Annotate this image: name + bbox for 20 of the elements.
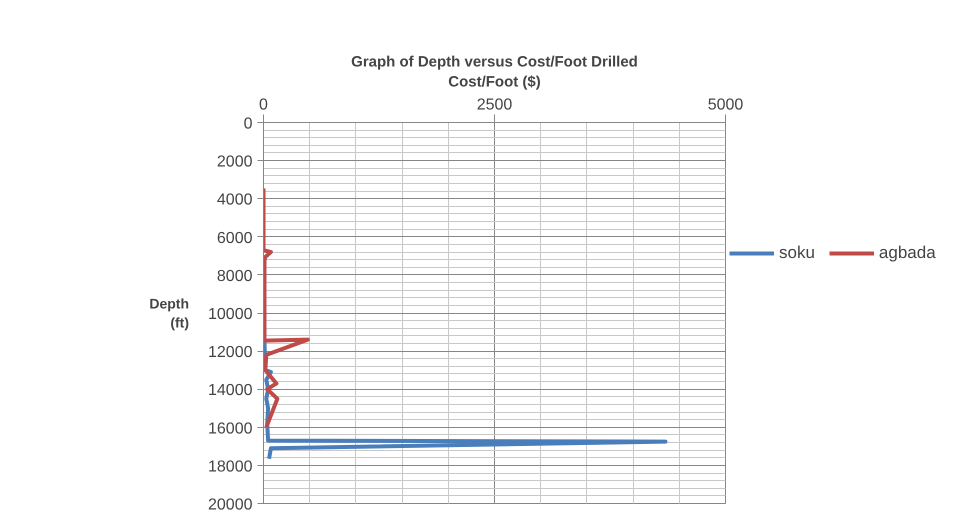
x-tick-label: 0 [259, 96, 268, 114]
x-tick-label: 2500 [476, 96, 512, 114]
y-axis-title: Depth (ft) [149, 295, 190, 331]
y-tick-label: 4000 [216, 192, 253, 209]
chart-title: Graph of Depth versus Cost/Foot Drilled [351, 54, 638, 70]
legend-label: soku [779, 243, 815, 263]
y-tick-label: 8000 [216, 268, 253, 285]
x-tick-label: 5000 [708, 96, 744, 114]
y-tick-label: 2000 [216, 154, 253, 171]
y-tick-label: 0 [244, 116, 253, 132]
y-tick-label: 18000 [208, 458, 253, 476]
y-tick-label: 20000 [208, 496, 253, 514]
line-series [264, 186, 310, 430]
y-tick-label: 10000 [208, 306, 253, 323]
legend-label: agbada [878, 243, 936, 263]
x-axis-title: Cost/Foot ($) [448, 74, 541, 90]
y-tick-label: 12000 [208, 344, 253, 362]
y-tick-label: 14000 [208, 382, 253, 400]
y-tick-label: 16000 [208, 420, 253, 438]
y-tick-label: 6000 [216, 230, 253, 247]
